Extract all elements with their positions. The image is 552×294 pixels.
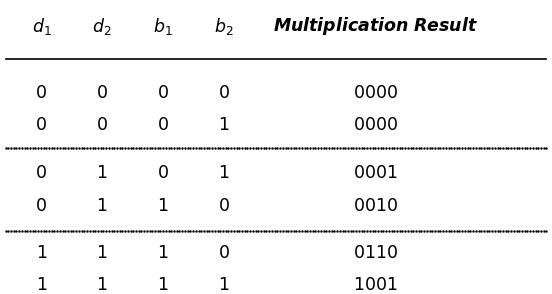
- Text: $\mathit{0000}$: $\mathit{0000}$: [353, 83, 398, 102]
- Text: $\mathit{1001}$: $\mathit{1001}$: [353, 276, 397, 294]
- Text: $\mathit{1}$: $\mathit{1}$: [218, 116, 229, 134]
- Text: $\mathit{1}$: $\mathit{1}$: [97, 164, 108, 183]
- Text: $\mathit{0}$: $\mathit{0}$: [96, 116, 108, 134]
- Text: $\mathit{1}$: $\mathit{1}$: [97, 244, 108, 262]
- Text: $\mathit{1}$: $\mathit{1}$: [218, 164, 229, 183]
- Text: $\mathit{0}$: $\mathit{0}$: [217, 244, 230, 262]
- Text: $\mathit{0}$: $\mathit{0}$: [35, 197, 47, 215]
- Text: $\mathit{0010}$: $\mathit{0010}$: [353, 197, 398, 215]
- Text: $\mathit{1}$: $\mathit{1}$: [97, 197, 108, 215]
- Text: $\mathit{0}$: $\mathit{0}$: [157, 83, 169, 102]
- Text: $\mathit{1}$: $\mathit{1}$: [157, 197, 168, 215]
- Text: $\boldsymbol{d_1}$: $\boldsymbol{d_1}$: [31, 16, 51, 37]
- Text: $\boldsymbol{Multiplication\ Result}$: $\boldsymbol{Multiplication\ Result}$: [273, 16, 478, 37]
- Text: $\mathit{0}$: $\mathit{0}$: [35, 83, 47, 102]
- Text: $\mathit{0001}$: $\mathit{0001}$: [353, 164, 397, 183]
- Text: $\mathit{1}$: $\mathit{1}$: [218, 276, 229, 294]
- Text: $\mathit{1}$: $\mathit{1}$: [36, 244, 47, 262]
- Text: $\boldsymbol{b_2}$: $\boldsymbol{b_2}$: [214, 16, 233, 37]
- Text: $\mathit{1}$: $\mathit{1}$: [157, 276, 168, 294]
- Text: $\boldsymbol{b_1}$: $\boldsymbol{b_1}$: [153, 16, 173, 37]
- Text: $\mathit{1}$: $\mathit{1}$: [36, 276, 47, 294]
- Text: $\mathit{0}$: $\mathit{0}$: [217, 83, 230, 102]
- Text: $\mathit{0}$: $\mathit{0}$: [157, 164, 169, 183]
- Text: $\mathit{0}$: $\mathit{0}$: [96, 83, 108, 102]
- Text: $\mathit{0}$: $\mathit{0}$: [35, 164, 47, 183]
- Text: $\mathit{0000}$: $\mathit{0000}$: [353, 116, 398, 134]
- Text: $\boldsymbol{d_2}$: $\boldsymbol{d_2}$: [92, 16, 112, 37]
- Text: $\mathit{0}$: $\mathit{0}$: [157, 116, 169, 134]
- Text: $\mathit{0}$: $\mathit{0}$: [35, 116, 47, 134]
- Text: $\mathit{0110}$: $\mathit{0110}$: [353, 244, 398, 262]
- Text: $\mathit{1}$: $\mathit{1}$: [157, 244, 168, 262]
- Text: $\mathit{0}$: $\mathit{0}$: [217, 197, 230, 215]
- Text: $\mathit{1}$: $\mathit{1}$: [97, 276, 108, 294]
